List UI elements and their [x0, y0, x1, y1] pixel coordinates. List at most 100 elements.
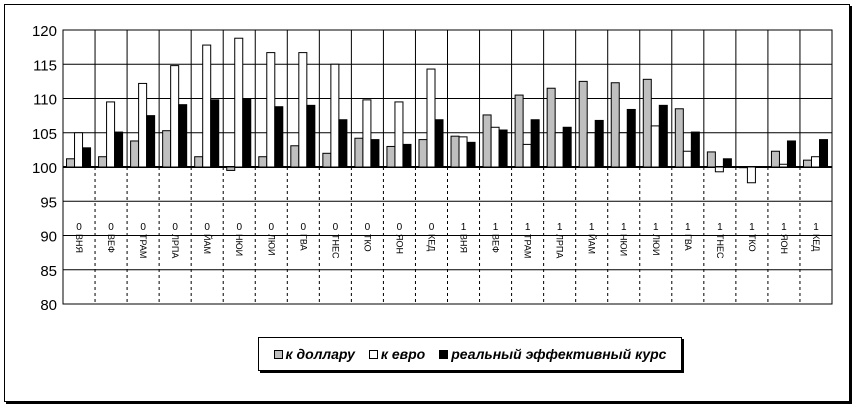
legend-label-eur: к евро: [380, 346, 426, 362]
y-tick-label: 85: [40, 263, 57, 280]
bar-series-0: [386, 145, 396, 168]
category-label-text: ТНЕС: [715, 234, 725, 259]
category-label-digit: 1: [653, 222, 659, 233]
bar-series-0: [610, 82, 620, 168]
category-label-text: ТКО: [362, 234, 372, 252]
y-tick-label: 105: [32, 126, 57, 143]
legend-item-usd: к доллару: [273, 346, 355, 362]
y-tick-label: 100: [32, 160, 57, 177]
bar-series-1: [682, 150, 692, 168]
category-label-text: НЮИ: [619, 234, 629, 256]
y-tick-labels: 80 85 90 95 100 105 110 115 120: [32, 23, 57, 314]
bar-series-1: [490, 126, 500, 168]
bar-series-2: [146, 115, 156, 168]
bar-series-2: [658, 104, 668, 168]
category-label-digit: 0: [429, 222, 435, 233]
category-label-digit: 1: [525, 222, 531, 233]
bar-series-0: [674, 108, 684, 168]
category-label-digit: 1: [685, 222, 691, 233]
bar-series-2: [819, 139, 829, 168]
category-label-text: НЮИ: [234, 234, 244, 256]
category-label-digit: 1: [717, 222, 723, 233]
legend-swatch-usd: [273, 349, 283, 359]
category-label-text: ВНЯ: [74, 234, 84, 253]
bar-series-0: [706, 151, 716, 168]
y-tick-label: 115: [33, 57, 57, 74]
category-label-text: ТРАМ: [523, 234, 533, 258]
bar-series-1: [362, 99, 372, 168]
category-label-digit: 1: [589, 222, 595, 233]
bar-series-0: [642, 78, 652, 168]
bar-series-1: [746, 166, 756, 184]
bar-series-1: [522, 143, 532, 168]
bar-series-2: [498, 129, 508, 168]
y-tick-label: 110: [33, 92, 57, 109]
bar-series-2: [530, 119, 540, 168]
bar-series-2: [274, 106, 284, 168]
bar-series-0: [258, 156, 268, 168]
y-tick-label: 80: [40, 297, 57, 314]
category-label-text: ВЕФ: [491, 234, 501, 253]
bar-series-2: [562, 126, 572, 168]
bar-series-1: [586, 132, 596, 168]
bar-series-2: [306, 104, 316, 168]
bar-series-0: [578, 80, 588, 168]
category-label-digit: 0: [365, 222, 371, 233]
bar-series-1: [650, 125, 660, 168]
bars: [66, 37, 829, 184]
bar-series-0: [354, 137, 364, 168]
y-tick-label: 120: [32, 23, 57, 40]
category-label-text: ГВА: [298, 234, 308, 251]
bar-series-2: [754, 166, 764, 168]
category-label-text: ЙАМ: [587, 234, 598, 254]
category-label-text: ЯОН: [779, 234, 789, 254]
category-label-digit: 0: [333, 222, 339, 233]
category-label-digit: 1: [749, 222, 755, 233]
bar-series-0: [226, 166, 236, 171]
bar-series-2: [114, 131, 124, 168]
category-label-digit: 1: [621, 222, 627, 233]
category-label-text: ЛЮИ: [266, 234, 276, 255]
bar-series-1: [618, 132, 628, 168]
bar-series-1: [298, 52, 308, 168]
category-label-text: ГВА: [683, 234, 693, 251]
bar-series-0: [322, 152, 332, 168]
legend-swatch-eur: [368, 349, 378, 359]
category-label-digit: 1: [781, 222, 787, 233]
bar-series-2: [370, 139, 380, 168]
bar-series-2: [722, 158, 732, 168]
legend-label-reer: реальный эффективный курс: [451, 346, 667, 362]
bar-series-1: [554, 132, 564, 168]
bar-series-0: [738, 166, 748, 169]
bar-series-1: [330, 63, 340, 168]
category-label-digit: 0: [301, 222, 307, 233]
bar-series-1: [202, 44, 212, 168]
bar-series-1: [74, 132, 84, 168]
bar-series-0: [514, 94, 524, 168]
category-label-text: КЕД: [811, 234, 821, 251]
legend-item-eur: к евро: [368, 346, 426, 362]
bar-series-1: [394, 101, 404, 168]
plot-area-border: [62, 29, 833, 305]
bar-series-2: [338, 119, 348, 168]
category-label-text: ТКО: [747, 234, 757, 252]
bar-series-2: [626, 108, 636, 168]
bar-series-1: [170, 65, 180, 168]
category-label-digit: 0: [236, 222, 242, 233]
